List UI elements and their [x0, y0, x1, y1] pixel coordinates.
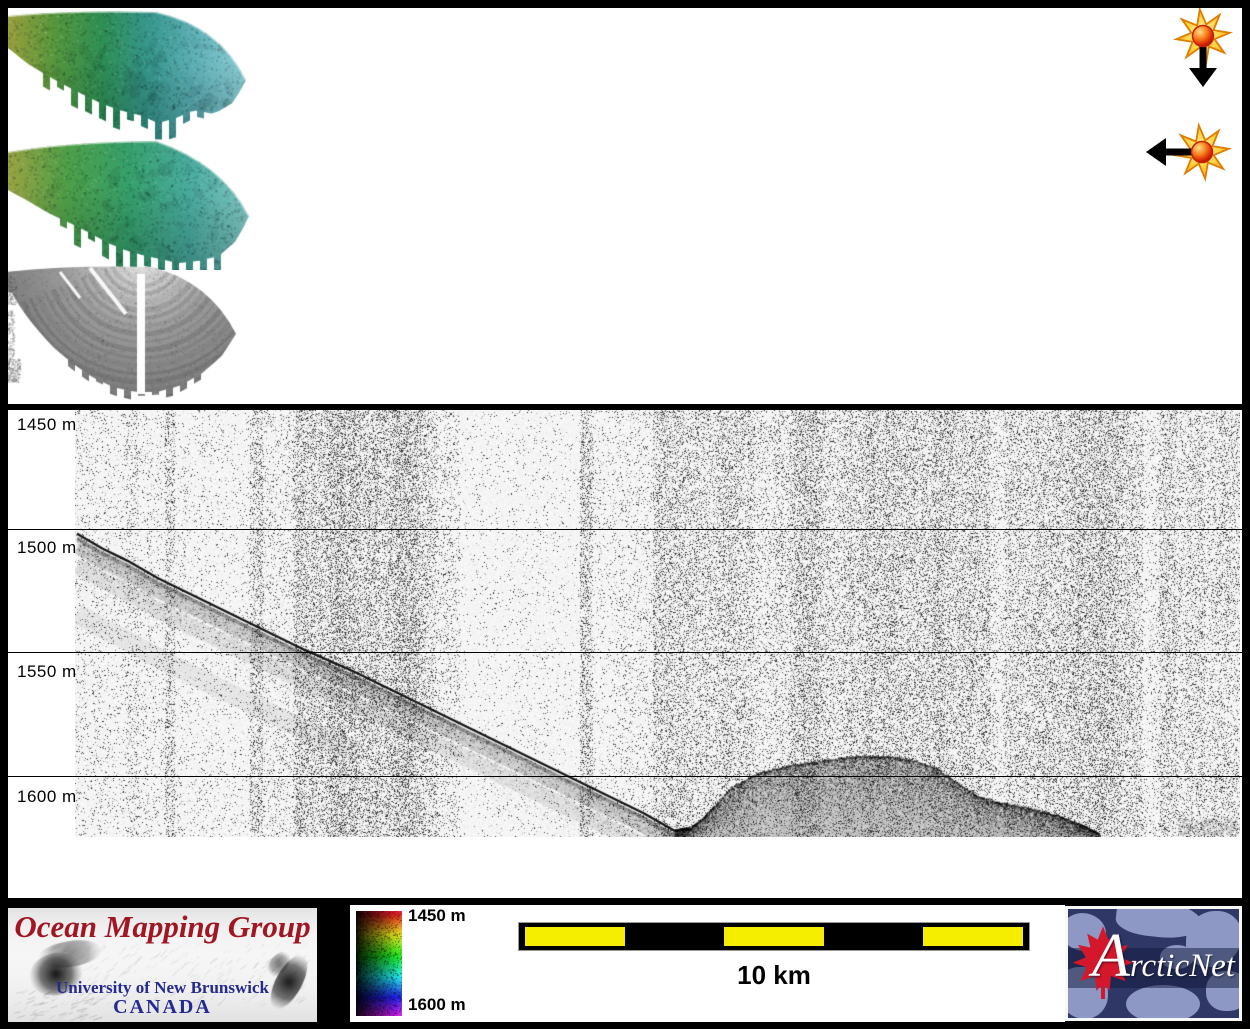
backscatter-swath	[8, 260, 250, 400]
arcticnet-logo: A rcticNet	[1065, 906, 1242, 1021]
depth-label-1550: 1550 m	[17, 662, 77, 681]
depth-gridline-1550	[8, 652, 1242, 653]
depth-label-1500: 1500 m	[17, 538, 77, 557]
depth-label-1450: 1450 m	[17, 415, 77, 434]
arcticnet-initial: A	[1092, 922, 1130, 990]
scalebar-segment	[625, 927, 725, 946]
depth-gridline-1500	[8, 529, 1242, 530]
depth-colorbar	[356, 911, 402, 1016]
scale-bar	[518, 922, 1030, 951]
omg-logo: Ocean Mapping Group University of New Br…	[8, 908, 317, 1022]
omg-title: Ocean Mapping Group	[14, 909, 311, 944]
depth-label-1600: 1600 m	[17, 787, 77, 806]
omg-country: CANADA	[113, 996, 212, 1018]
arcticnet-map-blob	[1126, 985, 1200, 1018]
bathymetry-swath-2	[8, 138, 258, 270]
survey-swath-panel	[8, 8, 1242, 404]
omg-logo-texture	[8, 908, 317, 1022]
scalebar-segment	[824, 927, 924, 946]
bathymetry-swath-1	[8, 10, 258, 150]
depth-gridline-1600	[8, 776, 1242, 777]
echogram-canvas	[75, 410, 1240, 837]
legend-panel: 1450 m 1600 m 10 km	[350, 905, 1065, 1022]
scalebar-segment	[923, 927, 1023, 946]
colorbar-top-label: 1450 m	[408, 906, 466, 925]
footer-bar: Ocean Mapping Group University of New Br…	[8, 905, 1242, 1022]
omg-university: University of New Brunswick	[56, 978, 269, 997]
sun-illumination-down-icon	[1163, 8, 1242, 101]
arcticnet-wordmark: A rcticNet	[1092, 925, 1235, 987]
scalebar-label: 10 km	[737, 960, 811, 990]
echogram-panel: 1450 m 1500 m 1550 m 1600 m	[8, 410, 1242, 898]
colorbar-bottom-label: 1600 m	[408, 995, 466, 1014]
scalebar-segment	[724, 927, 824, 946]
arcticnet-rest: rcticNet	[1129, 948, 1235, 984]
scalebar-segment	[525, 927, 625, 946]
sun-illumination-left-icon	[1138, 116, 1238, 197]
maple-leaf-icon	[1072, 926, 1134, 999]
